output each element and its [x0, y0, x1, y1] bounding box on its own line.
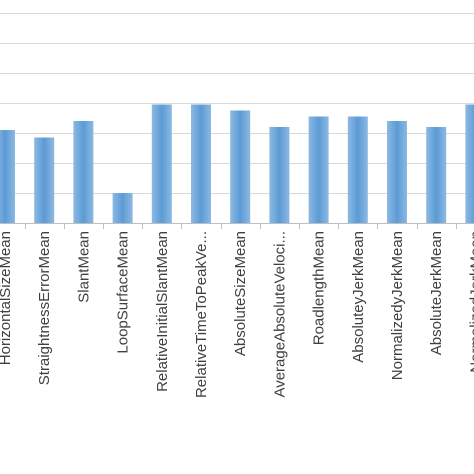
x-tick-label: AverageAbsoluteVeloci... [271, 231, 288, 398]
bar-AverageAbsoluteVeloci... [269, 127, 290, 223]
bar-NormalizedyJerkMean [387, 121, 407, 223]
bar-AbsoluteJerkMean [426, 127, 447, 223]
x-tick-label: AbsoluteJerkMean [428, 231, 445, 355]
bar-LoopSurfaceMean [112, 193, 133, 223]
x-tick-labels: HorizontalSizeMean StraightnessErrorMean S… [0, 231, 474, 398]
bars [0, 104, 474, 223]
x-tick-label: RelativeTimeToPeakVe... [193, 231, 210, 398]
x-tick-label: LoopSurfaceMean [115, 231, 132, 354]
x-tick-label: StraightnessErrorMean [36, 231, 53, 385]
bar-StraightnessErrorMean [34, 137, 55, 223]
x-tick-label: AbsoluteyJerkMean [350, 231, 367, 363]
x-tick-label: NormalizedJerkMean [467, 231, 474, 373]
bar-AbsoluteSizeMean [230, 110, 251, 223]
bar-RelativeInitialSlantMean [151, 104, 172, 223]
x-tick-label: HorizontalSizeMean [0, 231, 14, 365]
bar-AbsoluteyJerkMean [347, 116, 368, 223]
bar-RelativeTimeToPeakVe... [191, 104, 211, 223]
x-axis [0, 223, 474, 229]
bar-SlantMean [73, 121, 94, 223]
bar-RoadlengthMean [308, 116, 329, 223]
x-tick-label: NormalizedyJerkMean [389, 231, 406, 380]
bar-HorizontalSizeMean [0, 130, 15, 223]
bar-NormalizedJerkMean [465, 104, 474, 223]
x-tick-label: RoadlengthMean [311, 231, 328, 345]
x-tick-label: AbsoluteSizeMean [232, 231, 249, 356]
x-tick-label: SlantMean [75, 231, 92, 303]
x-tick-label: RelativeInitialSlantMean [154, 231, 171, 392]
